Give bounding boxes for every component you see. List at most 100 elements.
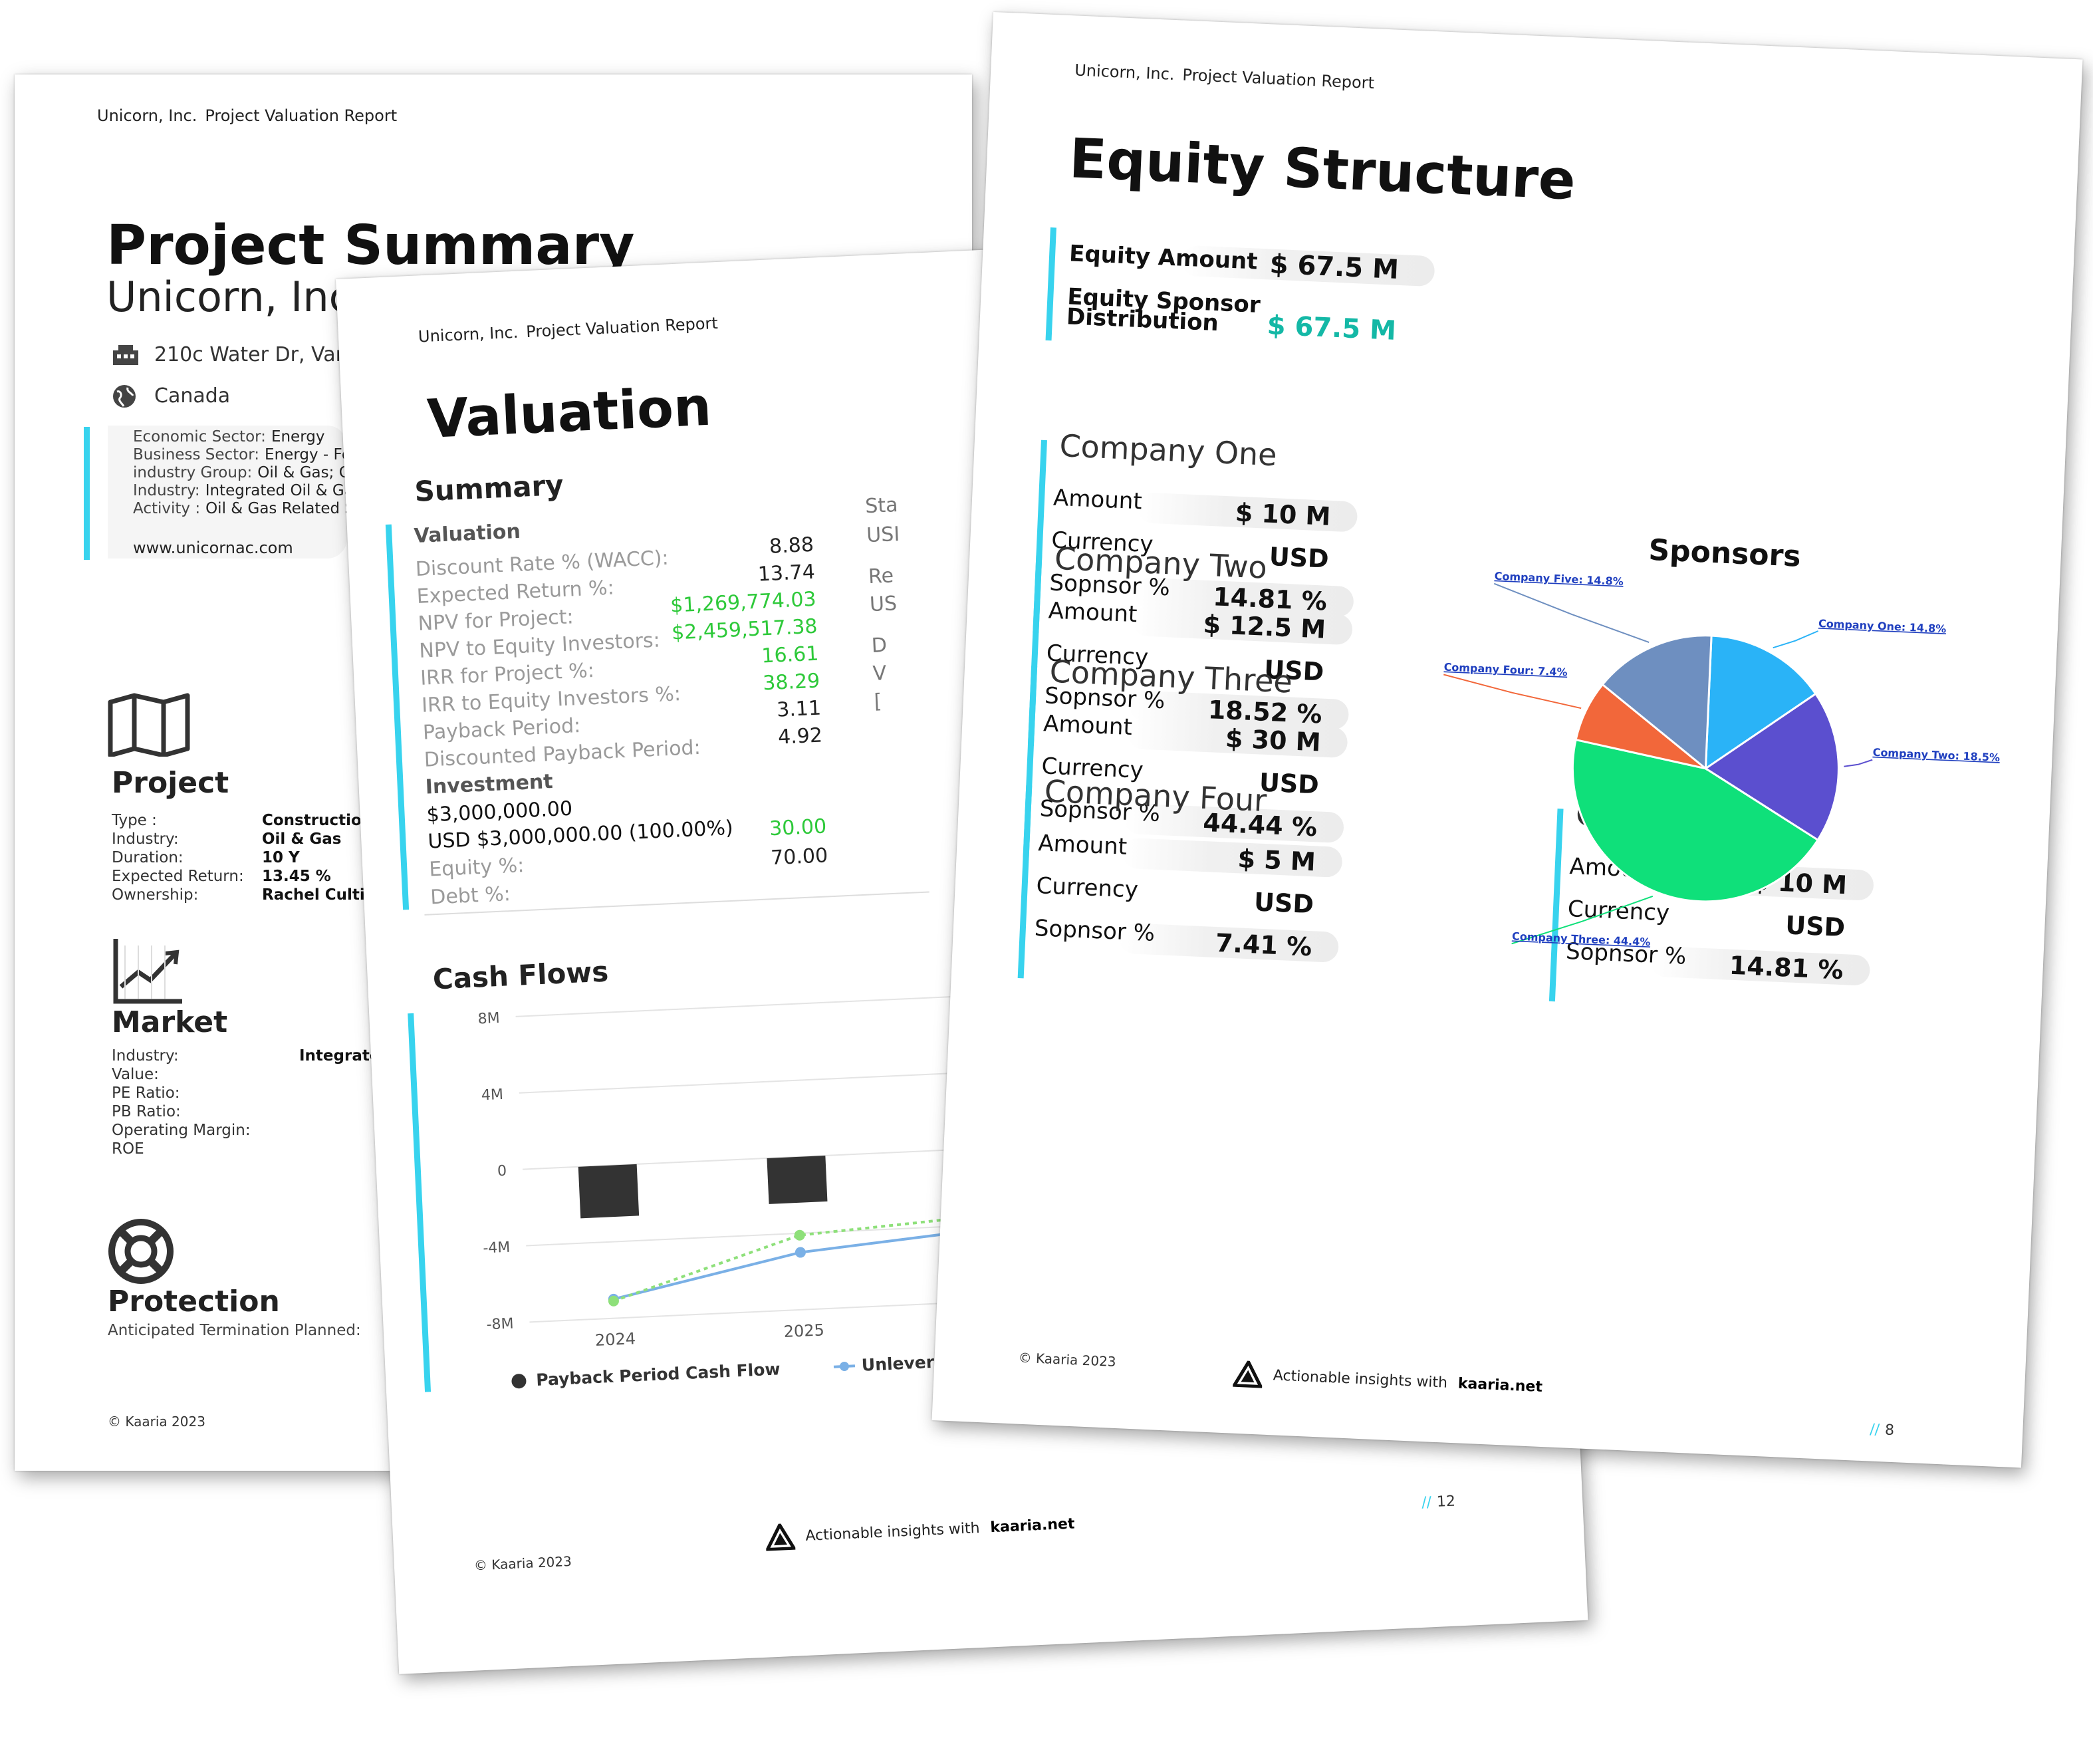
project-title: Project — [112, 766, 229, 800]
accent-bar — [84, 427, 90, 560]
sector-row-label: Activity : — [133, 500, 201, 517]
investment-header: Investment — [425, 769, 554, 799]
market-details: Industry: Integrated O Value: PE Ratio: PB R… — [112, 1047, 409, 1158]
side-label: V — [872, 662, 888, 686]
bar — [767, 1155, 828, 1204]
pie-slice-label: Company Four: 7.4% — [1443, 661, 1568, 679]
valuation-value: 13.74 — [757, 560, 816, 586]
company-name: Unicorn, Inc. — [106, 273, 365, 321]
country: Canada — [154, 384, 231, 408]
sponsor-distribution-value: $ 67.5 M — [1266, 310, 1397, 346]
valuation-label: Discount Rate % (WACC): — [415, 546, 670, 581]
footer-copyright: © Kaaria 2023 — [1018, 1349, 1117, 1370]
header-company: Unicorn, Inc. — [418, 322, 519, 346]
protection-title: Protection — [108, 1285, 280, 1319]
detail-label: PE Ratio: — [112, 1084, 180, 1102]
legend-marker — [511, 1374, 527, 1389]
footer-copyright: © Kaaria 2023 — [108, 1414, 205, 1430]
page-number: //8 — [1869, 1421, 1895, 1440]
detail-label: Operating Margin: — [112, 1122, 251, 1139]
footer-brand-site[interactable]: kaaria.net — [1457, 1374, 1543, 1396]
company-accent-bar — [1017, 785, 1033, 979]
x-tick-label: 2024 — [594, 1329, 636, 1350]
side-label: US — [869, 592, 898, 617]
kaaria-logo-icon — [1233, 1360, 1263, 1388]
detail-label: ROE — [112, 1140, 144, 1158]
footer-brand: Actionable insights with kaaria.net — [1233, 1360, 1543, 1400]
sector-row-value: Energy - Fo — [265, 446, 351, 463]
protection-subtitle: Anticipated Termination Planned: — [108, 1322, 361, 1339]
company-field-label: Amount — [1037, 830, 1128, 860]
footer-brand-site[interactable]: kaaria.net — [989, 1515, 1075, 1536]
sponsor-distribution-label: Equity Sponsor Distribution — [1066, 283, 1261, 337]
detail-row: Ownership: Rachel Cultirin — [112, 886, 388, 904]
debt-label: Debt %: — [430, 882, 511, 910]
pie-leader-line — [1493, 582, 1650, 643]
lifebuoy-icon — [108, 1218, 174, 1287]
pie-leader-line — [1844, 759, 1873, 767]
detail-label: Duration: — [112, 849, 184, 866]
footer-brand: Actionable insights with kaaria.net — [765, 1511, 1076, 1551]
sector-row: Industry: Integrated Oil & Ga — [133, 482, 354, 500]
y-tick-label: -8M — [486, 1315, 514, 1333]
bar — [578, 1164, 640, 1219]
investment-amount: $3,000,000.00 — [426, 797, 573, 827]
sector-row-label: Business Sector: — [133, 446, 260, 463]
detail-row: Operating Margin: — [112, 1121, 338, 1140]
page-title: Project Summary — [106, 214, 635, 277]
sector-row-label: Industry: — [133, 482, 200, 499]
sector-row-label: Economic Sector: — [133, 428, 266, 445]
header-company: Unicorn, Inc. — [1074, 61, 1175, 84]
detail-label: Industry: — [112, 830, 179, 848]
detail-label: PB Ratio: — [112, 1103, 181, 1120]
company-name: Company One — [1058, 427, 1278, 473]
pie-slice — [1703, 692, 1840, 842]
legend-label: Payback Period Cash Flow — [536, 1359, 781, 1390]
website-link[interactable]: www.unicornac.com — [133, 539, 293, 557]
pie-slice — [1571, 738, 1820, 903]
pie-slice-label: Company Three: 44.4% — [1512, 930, 1651, 948]
sector-list: Economic Sector: Energy Business Sector: En… — [133, 428, 354, 518]
page-title: Equity Structure — [1068, 127, 1577, 213]
sector-row-value: Oil & Gas Related S — [205, 500, 354, 517]
valuation-label: Payback Period: — [422, 714, 582, 745]
page-title: Valuation — [426, 375, 713, 450]
sector-row-value: Oil & Gas; C — [257, 464, 350, 481]
sector-row: Activity : Oil & Gas Related S — [133, 500, 354, 518]
x-tick-label: 2025 — [783, 1321, 824, 1341]
address: 210c Water Dr, Vanc — [154, 343, 360, 366]
cash-flows-title: Cash Flows — [431, 955, 610, 996]
sector-box — [108, 426, 347, 559]
y-tick-label: 4M — [481, 1086, 503, 1104]
header-report: Project Valuation Report — [525, 314, 719, 342]
valuation-value: $1,269,774.03 — [670, 587, 817, 618]
company-field-label: Amount — [1052, 484, 1143, 515]
equity-label: Equity %: — [428, 854, 525, 882]
detail-value: 13.45 % — [262, 868, 331, 885]
pie-leader-line — [1511, 896, 1654, 945]
valuation-label: IRR for Project %: — [420, 658, 595, 690]
accent-bar — [385, 524, 410, 910]
side-label: USI — [866, 522, 900, 548]
pie-slice — [1704, 634, 1817, 771]
detail-row: Industry: Integrated O — [112, 1047, 409, 1065]
detail-label: Type : — [112, 812, 157, 829]
kaaria-logo-icon — [765, 1523, 796, 1551]
accent-bar — [1045, 227, 1056, 341]
detail-row: PE Ratio: — [112, 1084, 338, 1102]
footer-copyright: © Kaaria 2023 — [473, 1553, 572, 1574]
y-tick-label: 8M — [477, 1010, 500, 1027]
pie-slice-label: Company Five: 14.8% — [1494, 570, 1624, 588]
series-point — [794, 1229, 805, 1241]
y-tick-label: 0 — [497, 1163, 507, 1180]
side-label: Sta — [864, 493, 899, 519]
valuation-value: 38.29 — [762, 669, 820, 695]
side-label: Re — [868, 564, 894, 589]
globe-icon — [112, 384, 137, 412]
project-details: Type : Construction Industry: Oil & Gas Dura… — [112, 811, 388, 904]
header-company: Unicorn, Inc. — [97, 106, 197, 125]
detail-label: Industry: — [112, 1047, 179, 1065]
page-number: //12 — [1421, 1493, 1456, 1511]
map-icon — [108, 693, 190, 759]
sponsors-pie-chart: Company One: 14.8% Company Two: 18.5% Comp… — [1443, 570, 2000, 948]
